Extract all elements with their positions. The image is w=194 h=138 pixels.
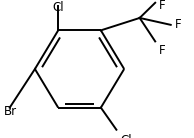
Text: F: F [175,18,181,31]
Text: Br: Br [4,105,17,118]
Text: Cl: Cl [120,134,132,138]
Text: F: F [159,0,166,12]
Text: Cl: Cl [52,1,64,14]
Text: F: F [159,44,166,57]
